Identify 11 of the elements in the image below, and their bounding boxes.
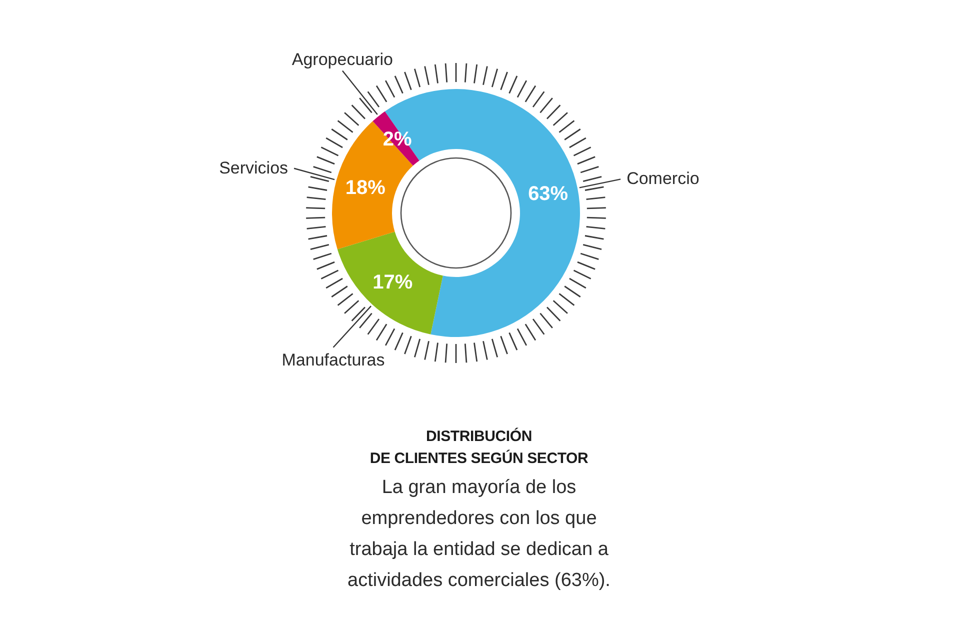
slice-label: Manufacturas xyxy=(282,350,385,370)
text: DISTRIBUCIÓN DE CLIENTES SEGÚN SECTOR xyxy=(370,427,589,467)
text: La gran mayoría de los emprendedores con los que trabaja la entidad se dedican a actividades comerciales (63%). xyxy=(348,477,610,591)
data-label: 18% xyxy=(345,177,386,200)
slice-label: Agropecuario xyxy=(292,50,394,69)
data-label: 63% xyxy=(528,183,568,206)
donut-slice xyxy=(337,232,443,334)
donut-slice xyxy=(332,121,414,250)
slice-label: Servicios xyxy=(219,158,288,178)
data-label: 17% xyxy=(372,271,413,294)
slice-label: Comercio xyxy=(626,169,700,188)
